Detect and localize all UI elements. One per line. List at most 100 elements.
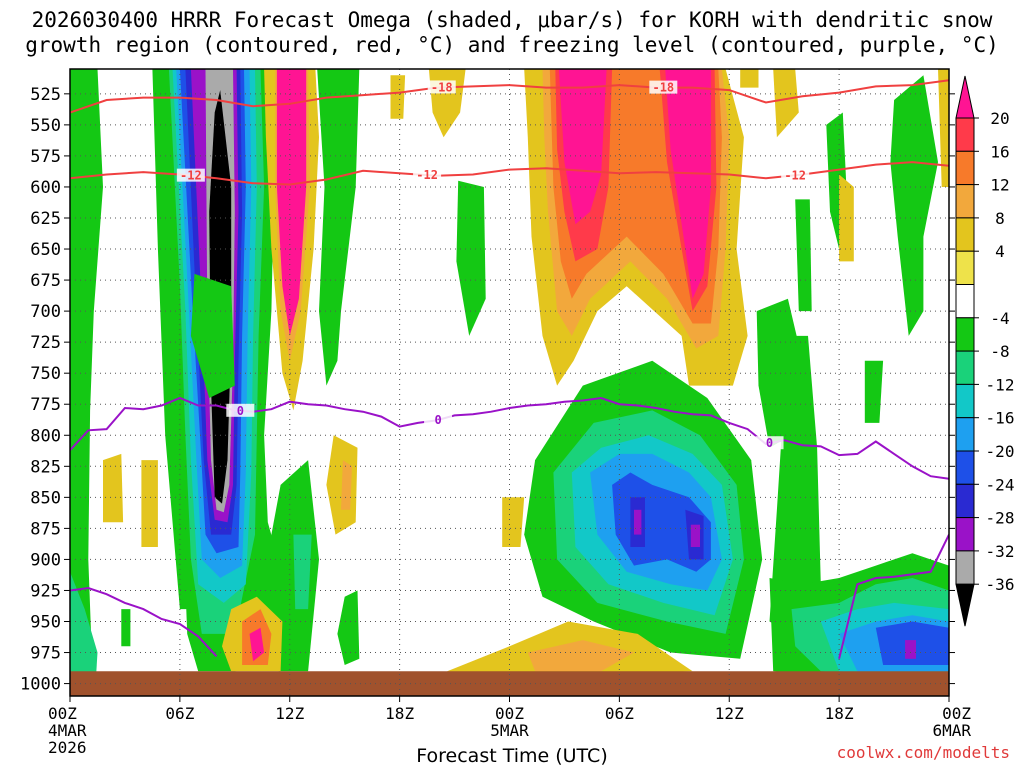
colorbar-label: -12 bbox=[986, 375, 1015, 394]
dgz-contour-label-bg bbox=[176, 168, 205, 182]
freezing-level-line-low bbox=[70, 586, 218, 657]
x-tick-label: 12Z bbox=[715, 704, 744, 723]
freezing-level-label: 0 bbox=[434, 413, 441, 427]
colorbar-swatch bbox=[955, 317, 975, 352]
omega-area-pos-magenta-right bbox=[665, 69, 711, 299]
freezing-level-label: 0 bbox=[237, 404, 244, 418]
colorbar-swatch bbox=[955, 217, 975, 252]
x-tick-label: 12Z bbox=[275, 704, 304, 723]
x-tick-sublabel: 5MAR bbox=[490, 721, 529, 740]
omega-area-neg-purple bbox=[634, 509, 642, 535]
omega-area-pos-low-gold bbox=[527, 640, 634, 672]
freezing-level-label-bg bbox=[755, 436, 784, 450]
x-axis-title: Forecast Time (UTC) bbox=[416, 745, 608, 767]
omega-area-green-46z bbox=[890, 75, 938, 336]
colorbar-swatch bbox=[955, 483, 975, 519]
colorbar-arrow-top bbox=[955, 75, 975, 119]
y-tick-label: 625 bbox=[30, 209, 61, 229]
colorbar-label: -8 bbox=[990, 342, 1009, 361]
omega-area-green-12z bbox=[317, 69, 360, 386]
dgz-contour-label-bg bbox=[413, 168, 442, 182]
omega-area-low-teal-12z bbox=[293, 534, 312, 610]
y-tick-label: 650 bbox=[30, 240, 61, 260]
omega-area-yellow-47z bbox=[938, 69, 949, 187]
omega-area-yellow-42z bbox=[839, 174, 854, 262]
dgz-contour-label: -12 bbox=[416, 168, 438, 182]
omega-area-pos-magenta-left bbox=[558, 69, 607, 225]
x-tick-year-label: 2026 bbox=[48, 738, 87, 757]
y-tick-label: 575 bbox=[30, 147, 61, 167]
y-tick-label: 800 bbox=[30, 426, 61, 446]
credit-text: coolwx.com/modelts bbox=[836, 743, 1010, 762]
colorbar-label: -32 bbox=[986, 542, 1015, 561]
y-tick-label: 700 bbox=[30, 302, 61, 322]
omega-area-yellow-17z bbox=[390, 75, 406, 119]
colorbar-swatch bbox=[955, 250, 975, 285]
freezing-level-line-right bbox=[838, 534, 949, 660]
x-tick-label: 18Z bbox=[385, 704, 414, 723]
y-tick-label: 550 bbox=[30, 116, 61, 136]
omega-area-green-40z bbox=[795, 199, 812, 312]
y-tick-label: 925 bbox=[30, 581, 61, 601]
colorbar-label: 8 bbox=[995, 209, 1005, 228]
colorbar-label: 16 bbox=[990, 142, 1009, 161]
chart-title-line2: growth region (contoured, red, °C) and f… bbox=[25, 33, 999, 57]
omega-area-late-purple bbox=[905, 640, 916, 659]
omega-area-early-green bbox=[70, 69, 103, 684]
freezing-level-label-bg bbox=[226, 403, 255, 417]
colorbar-label: 20 bbox=[990, 109, 1009, 128]
omega-area-green-mid bbox=[190, 273, 235, 398]
omega-area-band-magenta bbox=[276, 69, 307, 336]
x-tick-sublabel: 4MAR bbox=[48, 721, 87, 740]
colorbar-label: -20 bbox=[986, 442, 1015, 461]
dgz-contour-line bbox=[70, 79, 949, 114]
colorbar-swatch bbox=[955, 150, 975, 186]
dgz-contour-label-bg bbox=[649, 80, 678, 94]
y-tick-label: 725 bbox=[30, 333, 61, 353]
omega-area-green-15z bbox=[337, 590, 360, 665]
colorbar-label: -16 bbox=[986, 409, 1015, 428]
omega-area-yellow-4z bbox=[141, 460, 158, 547]
colorbar-swatch bbox=[955, 517, 975, 552]
y-tick-label: 750 bbox=[30, 364, 61, 384]
y-tick-label: 525 bbox=[30, 85, 61, 105]
colorbar-swatch bbox=[955, 550, 975, 585]
freezing-level-line bbox=[70, 396, 949, 480]
dgz-contour-label: -12 bbox=[180, 169, 202, 183]
omega-area-yellow-2z bbox=[103, 453, 124, 523]
x-tick-label: 00Z bbox=[942, 704, 971, 723]
omega-area-gold-14z bbox=[341, 460, 352, 510]
y-tick-label: 975 bbox=[30, 644, 61, 664]
colorbar-swatch bbox=[955, 184, 975, 219]
x-tick-sublabel: 6MAR bbox=[932, 721, 971, 740]
colorbar-label: -28 bbox=[986, 509, 1015, 528]
colorbar-arrow-bottom bbox=[955, 583, 975, 627]
freezing-level-label: 0 bbox=[766, 436, 773, 450]
colorbar-swatch bbox=[955, 117, 975, 152]
colorbar-swatch bbox=[955, 350, 975, 385]
y-tick-label: 875 bbox=[30, 519, 61, 539]
x-tick-label: 00Z bbox=[495, 704, 524, 723]
colorbar-label: 12 bbox=[990, 176, 1009, 195]
y-tick-label: 600 bbox=[30, 178, 61, 198]
x-tick-label: 06Z bbox=[165, 704, 194, 723]
colorbar-swatch bbox=[955, 284, 975, 319]
omega-area-green-39z bbox=[769, 335, 821, 634]
y-tick-label: 675 bbox=[30, 271, 61, 291]
dgz-contour-label-bg bbox=[781, 168, 810, 182]
y-tick-label: 825 bbox=[30, 457, 61, 477]
colorbar-swatch bbox=[955, 417, 975, 452]
x-tick-label: 06Z bbox=[605, 704, 634, 723]
chart-title-line1: 2026030400 HRRR Forecast Omega (shaded, … bbox=[31, 8, 993, 32]
x-tick-label: 00Z bbox=[48, 704, 77, 723]
y-tick-label: 900 bbox=[30, 550, 61, 570]
y-tick-label: 775 bbox=[30, 395, 61, 415]
colorbar-label: -36 bbox=[986, 575, 1015, 594]
omega-area-green-43z bbox=[864, 360, 884, 423]
omega-area-yellow-38z bbox=[773, 69, 799, 138]
omega-area-green-3z bbox=[121, 609, 131, 647]
y-tick-label: 850 bbox=[30, 488, 61, 508]
dgz-contour-label: -18 bbox=[431, 80, 453, 94]
omega-area-yellow-23z bbox=[502, 497, 525, 547]
